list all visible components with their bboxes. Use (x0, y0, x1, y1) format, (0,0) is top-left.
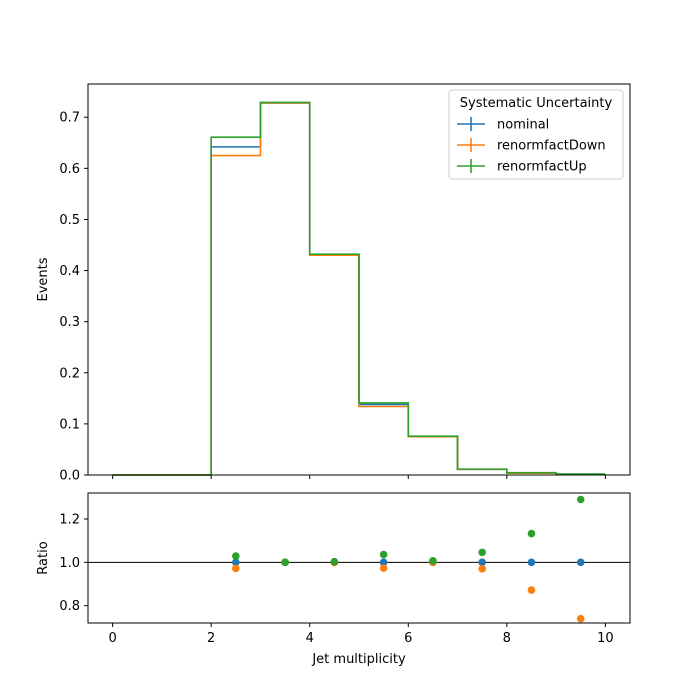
ratio-y-ticks: 0.8 1.0 1.2 (59, 513, 88, 614)
ratio-series (232, 495, 585, 623)
ratio-point (232, 558, 240, 567)
events-plot-frame (87, 83, 631, 476)
ratio-point (281, 558, 289, 567)
ratio-point (478, 548, 486, 557)
ratio-point (330, 557, 339, 566)
ratio-panel: 0 2 4 6 8 10 0.8 1.0 1.2 Ratio Jet multiplicity (36, 492, 631, 667)
legend-label: nominal (497, 118, 549, 133)
events-series-renormfactUp (112, 101, 606, 476)
events-y-tick-label: 0.1 (59, 417, 80, 432)
ratio-point (478, 558, 486, 567)
ratio-series-renormfactUp (232, 495, 585, 567)
legend-entry-nominal: nominal (457, 117, 549, 133)
events-y-tick-label: 0.5 (59, 213, 80, 228)
ratio-x-tick-label: 0 (108, 631, 116, 646)
events-y-tick-label: 0.3 (59, 315, 80, 330)
ratio-point (527, 558, 536, 567)
ratio-point (379, 550, 388, 559)
ratio-x-tick-label: 10 (597, 631, 614, 646)
legend: Systematic Uncertainty nominal renormfact… (448, 89, 624, 180)
ratio-plot-frame (87, 492, 631, 624)
ratio-x-tick-label: 4 (306, 631, 314, 646)
ratio-x-tick-label: 6 (404, 631, 412, 646)
ratio-point (576, 558, 585, 567)
legend-box (448, 89, 624, 180)
ratio-y-tick-label: 0.8 (59, 599, 80, 614)
ratio-y-tick-label: 1.2 (59, 513, 80, 528)
events-y-tick-label: 0.2 (59, 366, 80, 381)
ratio-point (527, 529, 536, 538)
events-panel: 0.0 0.1 0.2 0.3 0.4 0.5 0.6 0.7 Events Systemat… (36, 83, 631, 484)
events-y-ticks: 0.0 0.1 0.2 0.3 0.4 0.5 0.6 0.7 (59, 111, 88, 484)
events-y-axis-label: Events (36, 257, 51, 301)
legend-entry-renormfactUp: renormfactUp (457, 159, 587, 175)
events-y-tick-label: 0.6 (59, 162, 80, 177)
ratio-x-tick-label: 2 (207, 631, 215, 646)
ratio-x-tick-label: 8 (503, 631, 511, 646)
ratio-y-tick-label: 1.0 (59, 556, 80, 571)
legend-title: Systematic Uncertainty (460, 96, 613, 111)
events-y-tick-label: 0.7 (59, 111, 80, 126)
events-y-tick-label: 0.0 (59, 469, 80, 484)
ratio-point (379, 558, 388, 567)
ratio-point (232, 552, 240, 560)
ratio-point (478, 565, 486, 573)
ratio-point (576, 614, 585, 623)
ratio-point (232, 564, 240, 573)
legend-label: renormfactUp (497, 160, 587, 175)
ratio-point (527, 586, 536, 594)
events-y-tick-label: 0.4 (59, 264, 80, 279)
ratio-point (576, 495, 585, 504)
ratio-x-axis-label: Jet multiplicity (311, 652, 406, 667)
events-series (112, 101, 606, 476)
ratio-point (429, 557, 437, 565)
ratio-y-axis-label: Ratio (36, 541, 51, 574)
legend-entry-renormfactDown: renormfactDown (457, 138, 606, 154)
legend-label: renormfactDown (497, 139, 606, 154)
legend-entries: nominal renormfactDown renormfactUp (457, 117, 606, 175)
ratio-x-ticks: 0 2 4 6 8 10 (108, 623, 614, 646)
ratio-point (379, 564, 388, 572)
